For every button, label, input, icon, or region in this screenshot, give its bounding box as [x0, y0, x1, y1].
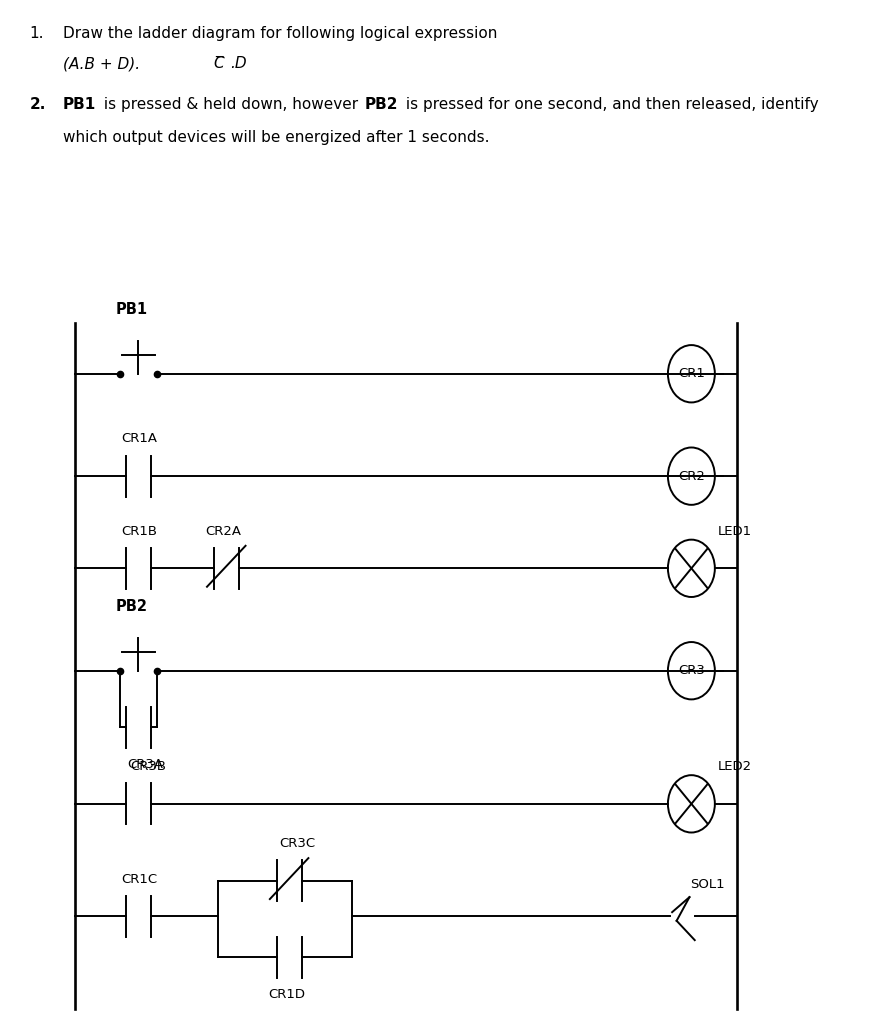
Text: SOL1: SOL1: [690, 878, 725, 891]
Text: C̅: C̅: [214, 56, 224, 72]
Text: CR1: CR1: [678, 368, 704, 380]
Text: CR3B: CR3B: [130, 760, 166, 773]
Text: CR3C: CR3C: [279, 837, 316, 850]
Text: Draw the ladder diagram for following logical expression: Draw the ladder diagram for following lo…: [63, 26, 497, 41]
Text: LED2: LED2: [717, 760, 752, 773]
Text: CR2: CR2: [678, 470, 704, 482]
Text: PB2: PB2: [365, 97, 398, 113]
Text: 2.: 2.: [30, 97, 46, 113]
Text: PB1: PB1: [63, 97, 96, 113]
Text: CR1B: CR1B: [122, 524, 157, 538]
Text: PB1: PB1: [115, 302, 148, 317]
Text: LED1: LED1: [717, 524, 752, 538]
Text: CR3A: CR3A: [127, 758, 164, 771]
Text: CR1D: CR1D: [268, 988, 305, 1001]
Text: PB2: PB2: [115, 599, 148, 614]
Text: CR3: CR3: [678, 665, 704, 677]
Text: is pressed for one second, and then released, identify: is pressed for one second, and then rele…: [401, 97, 818, 113]
Text: 1.: 1.: [30, 26, 44, 41]
Text: CR2A: CR2A: [206, 524, 241, 538]
Text: CR1C: CR1C: [122, 872, 157, 886]
Text: .D: .D: [231, 56, 247, 72]
Text: is pressed & held down, however: is pressed & held down, however: [99, 97, 363, 113]
Text: CR1A: CR1A: [122, 432, 157, 445]
Text: (A.B + D).: (A.B + D).: [63, 56, 140, 72]
Text: which output devices will be energized after 1 seconds.: which output devices will be energized a…: [63, 130, 489, 145]
